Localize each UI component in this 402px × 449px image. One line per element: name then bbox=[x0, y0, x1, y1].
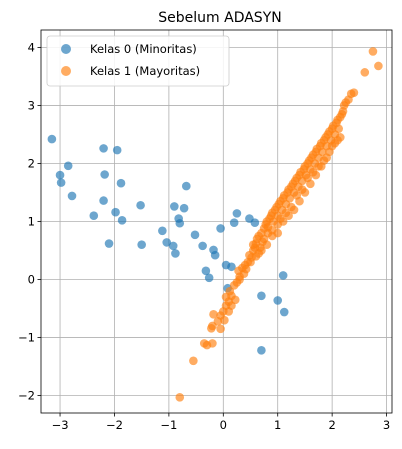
data-point bbox=[162, 238, 172, 247]
data-point bbox=[316, 162, 326, 171]
data-point bbox=[100, 170, 109, 179]
x-tick-label: 0 bbox=[220, 418, 227, 432]
data-point bbox=[209, 310, 218, 319]
data-point bbox=[189, 356, 198, 366]
data-point bbox=[279, 307, 289, 317]
data-point bbox=[220, 315, 229, 325]
data-point bbox=[334, 124, 343, 133]
data-point bbox=[295, 196, 304, 206]
data-point bbox=[306, 179, 315, 189]
legend-label-series-0: Kelas 0 (Minoritas) bbox=[90, 42, 197, 56]
x-tick-label: 3 bbox=[383, 418, 390, 432]
data-point bbox=[89, 211, 99, 220]
data-point bbox=[137, 240, 146, 250]
data-point bbox=[216, 324, 225, 334]
data-point bbox=[241, 264, 251, 274]
data-point bbox=[232, 209, 242, 218]
data-point bbox=[67, 191, 77, 201]
data-point bbox=[262, 240, 272, 250]
plot-frame bbox=[40, 29, 393, 414]
y-tick-label: 4 bbox=[28, 40, 35, 54]
data-points bbox=[47, 47, 383, 402]
data-point bbox=[257, 346, 266, 355]
data-point bbox=[300, 188, 310, 197]
data-point bbox=[289, 205, 299, 215]
legend: Kelas 0 (Minoritas) Kelas 1 (Mayoritas) bbox=[46, 35, 230, 87]
data-point bbox=[246, 257, 255, 267]
data-point bbox=[175, 218, 185, 228]
data-point bbox=[179, 203, 189, 213]
data-point bbox=[190, 230, 200, 240]
data-point bbox=[250, 218, 260, 227]
x-tick-label: 1 bbox=[274, 418, 281, 432]
data-point bbox=[311, 170, 321, 180]
data-point bbox=[248, 240, 258, 250]
data-point bbox=[117, 216, 127, 225]
y-tick-label: −2 bbox=[18, 389, 35, 403]
y-tick-label: 3 bbox=[28, 98, 35, 112]
x-tick-label: −1 bbox=[160, 418, 177, 432]
y-tick-label: −1 bbox=[18, 331, 35, 345]
x-tick-label: −2 bbox=[106, 418, 123, 432]
data-point bbox=[181, 181, 191, 191]
data-point bbox=[111, 207, 120, 217]
data-point bbox=[368, 47, 378, 56]
legend-marker-series-1 bbox=[61, 66, 71, 76]
data-point bbox=[278, 217, 288, 226]
y-tick-label: 0 bbox=[28, 273, 35, 287]
data-point bbox=[116, 178, 126, 188]
data-point bbox=[136, 200, 145, 210]
y-tick-label: 2 bbox=[28, 156, 35, 170]
data-point bbox=[99, 144, 108, 153]
data-point bbox=[273, 296, 283, 305]
data-point bbox=[112, 145, 122, 155]
data-point bbox=[158, 226, 167, 236]
data-point bbox=[99, 196, 108, 205]
data-point bbox=[224, 307, 234, 316]
data-point bbox=[204, 273, 214, 283]
legend-marker-series-0 bbox=[61, 44, 71, 54]
data-point bbox=[322, 153, 331, 162]
x-tick-label: 2 bbox=[328, 418, 335, 432]
data-point bbox=[198, 241, 207, 251]
data-point bbox=[229, 218, 239, 227]
legend-label-series-1: Kelas 1 (Mayoritas) bbox=[90, 64, 200, 78]
data-point bbox=[327, 141, 337, 151]
data-point bbox=[227, 262, 236, 272]
data-point bbox=[333, 135, 342, 145]
data-point bbox=[208, 339, 217, 348]
data-point bbox=[56, 178, 66, 187]
data-point bbox=[360, 68, 370, 77]
data-point bbox=[257, 291, 266, 301]
data-point bbox=[63, 161, 73, 171]
data-point bbox=[273, 228, 283, 238]
legend-box bbox=[46, 35, 230, 87]
data-point bbox=[171, 249, 180, 258]
x-tick-label: −3 bbox=[52, 418, 69, 432]
data-point bbox=[278, 271, 288, 280]
series-0 bbox=[47, 134, 289, 355]
data-point bbox=[55, 170, 65, 180]
chart-title: Sebelum ADASYN bbox=[158, 10, 281, 26]
data-point bbox=[201, 266, 211, 276]
data-point bbox=[47, 134, 57, 144]
data-point bbox=[216, 224, 225, 233]
data-point bbox=[257, 246, 266, 255]
data-point bbox=[230, 295, 240, 305]
y-tick-label: 1 bbox=[28, 215, 35, 229]
data-point bbox=[374, 61, 383, 71]
data-point bbox=[168, 241, 178, 251]
data-point bbox=[210, 250, 220, 260]
data-point bbox=[284, 211, 293, 220]
data-point bbox=[175, 393, 185, 402]
y-axis-ticks: −2 −1 0 1 2 3 4 bbox=[18, 40, 41, 403]
data-point bbox=[104, 239, 114, 248]
data-point bbox=[221, 292, 231, 302]
data-point bbox=[170, 202, 179, 211]
series-1 bbox=[175, 47, 383, 402]
grid-lines bbox=[41, 30, 392, 413]
data-point bbox=[349, 88, 359, 97]
x-axis-ticks: −3 −2 −1 0 1 2 3 bbox=[52, 413, 390, 432]
